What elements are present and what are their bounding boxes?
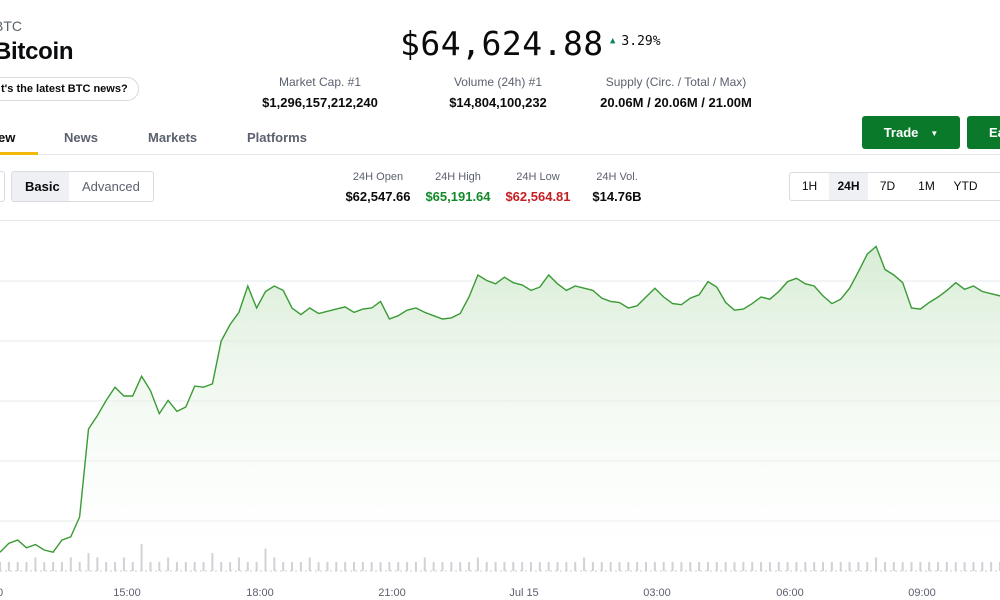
chart-divider bbox=[0, 220, 1000, 221]
caret-down-icon: ▼ bbox=[930, 129, 939, 138]
ohlc-label: 24H High bbox=[435, 171, 481, 183]
ohlc-value: $14.76B bbox=[592, 189, 642, 204]
active-tab-indicator bbox=[0, 152, 38, 155]
stat-label: Market Cap. #1 bbox=[278, 75, 362, 89]
view-basic-option[interactable]: Basic bbox=[12, 172, 69, 201]
chart-type-toggle[interactable] bbox=[0, 171, 5, 202]
x-tick-label: Jul 15 bbox=[509, 587, 539, 599]
stat-volume: Volume (24h) #1 $14,804,100,232 bbox=[438, 75, 558, 110]
range-1m[interactable]: 1M bbox=[918, 179, 935, 193]
range-1h[interactable]: 1H bbox=[801, 179, 818, 193]
earn-button[interactable]: Ea bbox=[967, 116, 1000, 149]
stat-value: $1,296,157,212,240 bbox=[262, 95, 378, 110]
x-tick-label: 06:00 bbox=[776, 587, 804, 599]
x-tick-label: 15:00 bbox=[113, 587, 141, 599]
range-ytd[interactable]: YTD bbox=[953, 179, 978, 193]
range-7d[interactable]: 7D bbox=[879, 179, 896, 193]
up-arrow-icon: ▲ bbox=[610, 36, 616, 46]
stat-supply: Supply (Circ. / Total / Max) 20.06M / 20… bbox=[596, 75, 756, 110]
current-price: $64,624.88 bbox=[400, 24, 604, 63]
ohlc-value: $65,191.64 bbox=[425, 189, 491, 204]
price-area bbox=[0, 246, 1000, 571]
tab-markets[interactable]: Markets bbox=[148, 130, 198, 145]
ohlc-label: 24H Low bbox=[516, 171, 560, 183]
x-tick-label: 18:00 bbox=[246, 587, 274, 599]
tab-news[interactable]: News bbox=[64, 130, 98, 145]
view-advanced-option[interactable]: Advanced bbox=[82, 179, 140, 194]
tab-overview[interactable]: ew bbox=[0, 130, 16, 145]
price-line bbox=[0, 245, 1000, 553]
price-chart[interactable] bbox=[0, 221, 1000, 581]
ohlc-label: 24H Vol. bbox=[596, 171, 638, 183]
ohlc-volume: 24H Vol. $14.76B bbox=[584, 171, 650, 204]
news-prompt-button[interactable]: t's the latest BTC news? bbox=[0, 77, 139, 101]
ohlc-high: 24H High $65,191.64 bbox=[422, 171, 494, 204]
tab-platforms[interactable]: Platforms bbox=[247, 130, 307, 145]
price-change: ▲ 3.29% bbox=[610, 34, 661, 49]
asset-name: Bitcoin bbox=[0, 38, 74, 65]
page-tabs: ew News Markets Platforms bbox=[0, 120, 1000, 155]
ohlc-low: 24H Low $62,564.81 bbox=[502, 171, 574, 204]
stat-value: 20.06M / 20.06M / 21.00M bbox=[600, 95, 752, 110]
stat-label: Supply (Circ. / Total / Max) bbox=[605, 75, 747, 89]
time-range-selector: 1H 24H 7D 1M YTD bbox=[789, 172, 1000, 201]
stat-market-cap: Market Cap. #1 $1,296,157,212,240 bbox=[258, 75, 382, 110]
x-tick-label: 03:00 bbox=[643, 587, 671, 599]
price-change-value: 3.29% bbox=[621, 34, 661, 49]
ohlc-label: 24H Open bbox=[352, 171, 404, 183]
ohlc-open: 24H Open $62,547.66 bbox=[342, 171, 414, 204]
stat-value: $14,804,100,232 bbox=[449, 95, 547, 110]
x-tick-label: 0 bbox=[0, 587, 3, 599]
trade-button[interactable]: Trade ▼ bbox=[862, 116, 960, 149]
asset-ticker: BTC bbox=[0, 18, 22, 34]
range-24h[interactable]: 24H bbox=[829, 173, 868, 200]
x-tick-label: 09:00 bbox=[908, 587, 936, 599]
ohlc-value: $62,547.66 bbox=[345, 189, 411, 204]
stat-label: Volume (24h) #1 bbox=[453, 75, 543, 89]
trade-button-label: Trade bbox=[883, 125, 919, 140]
ohlc-value: $62,564.81 bbox=[505, 189, 571, 204]
view-mode-toggle: Basic Advanced bbox=[11, 171, 154, 202]
x-tick-label: 21:00 bbox=[378, 587, 406, 599]
